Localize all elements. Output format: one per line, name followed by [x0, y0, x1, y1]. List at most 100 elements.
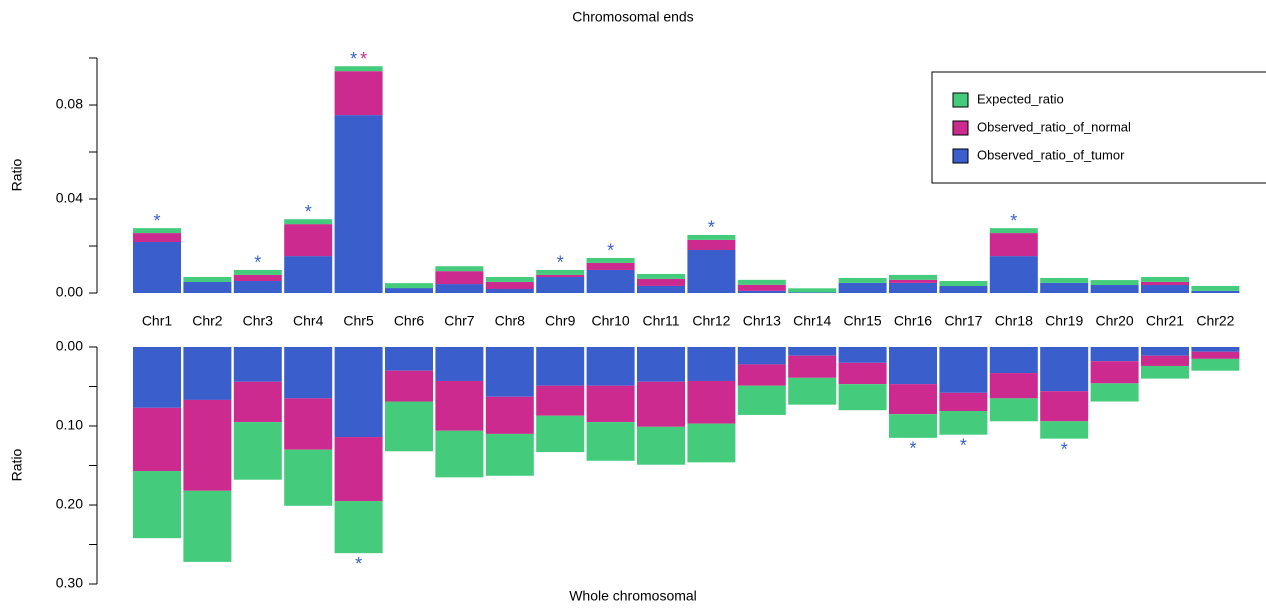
bar-segment: [737, 385, 786, 415]
x-tick-label: Chr14: [793, 313, 831, 329]
bar-segment: [687, 423, 736, 463]
x-tick-label: Chr1: [142, 313, 173, 329]
bar-segment: [1040, 282, 1089, 293]
bar-segment: [989, 373, 1038, 399]
y-tick-label: 0.04: [56, 190, 83, 206]
y-tick-label: 0.00: [56, 284, 83, 300]
bar-segment: [233, 269, 282, 275]
bar-segment: [1191, 290, 1240, 293]
bar-segment: [637, 381, 685, 427]
x-tick-label: Chr5: [343, 313, 374, 329]
chart-title: Chromosomal ends: [572, 9, 693, 25]
bar-segment: [939, 410, 988, 435]
bar-segment: [385, 401, 433, 452]
bar-segment: [1141, 277, 1189, 282]
y-tick-label: 0.00: [56, 338, 83, 354]
bar-segment: [284, 219, 333, 225]
bar-segment: [989, 256, 1038, 293]
bar-segment: [889, 282, 937, 293]
legend-swatch: [952, 148, 969, 164]
bar-segment: [334, 437, 383, 502]
x-tick-label: Chr11: [642, 313, 679, 329]
bar-segment: [485, 396, 534, 434]
y-axis-label: Ratio: [9, 158, 25, 191]
bar-segment: [183, 281, 232, 293]
x-tick-label: Chr13: [743, 313, 781, 329]
bar-segment: [233, 347, 282, 382]
bar-segment: [485, 347, 534, 397]
x-tick-label: Chr17: [944, 313, 982, 329]
significance-marker: *: [557, 253, 564, 273]
significance-marker: *: [350, 49, 357, 69]
bar-segment: [989, 233, 1038, 257]
y-tick-label: 0.08: [56, 96, 83, 112]
x-tick-label: Chr9: [545, 313, 576, 329]
bar-segment: [334, 71, 383, 116]
bar-segment: [133, 407, 181, 472]
legend-box: [931, 71, 1266, 184]
bar-segment: [1040, 347, 1089, 392]
legend-label: Observed_ratio_of_normal: [977, 119, 1131, 134]
bar-segment: [586, 257, 635, 263]
bar-segment: [788, 292, 837, 293]
y-tick-label: 0.10: [56, 417, 83, 433]
bar-segment: [838, 277, 887, 283]
x-tick-label: Chr16: [894, 313, 932, 329]
significance-marker: *: [254, 253, 261, 273]
chart-title: Whole chromosomal: [569, 588, 697, 604]
bar-segment: [1090, 361, 1139, 384]
bar-segment: [989, 347, 1038, 374]
x-tick-label: Chr20: [1096, 313, 1134, 329]
bar-segment: [1191, 285, 1240, 291]
x-tick-label: Chr3: [243, 313, 274, 329]
bar-segment: [435, 266, 484, 272]
bar-segment: [737, 290, 786, 293]
bar-segment: [183, 277, 232, 282]
bar-segment: [233, 274, 282, 282]
bar-segment: [1141, 347, 1189, 356]
significance-marker: *: [153, 211, 160, 231]
bar-segment: [1141, 355, 1189, 366]
bar-segment: [1141, 365, 1189, 379]
bar-segment: [637, 426, 685, 465]
legend-label: Expected_ratio: [977, 91, 1064, 106]
y-axis-label: Ratio: [9, 448, 25, 481]
legend-label: Observed_ratio_of_tumor: [977, 147, 1125, 162]
bar-segment: [989, 398, 1038, 422]
bar-segment: [939, 285, 988, 293]
bar-segment: [1040, 277, 1089, 283]
bar-segment: [1141, 285, 1189, 293]
legend-swatch: [952, 92, 969, 108]
x-tick-label: Chr8: [495, 313, 526, 329]
bar-segment: [737, 347, 786, 365]
bar-segment: [838, 282, 887, 293]
significance-marker: *: [909, 439, 916, 459]
bar-segment: [889, 279, 937, 283]
bar-segment: [485, 433, 534, 476]
bar-segment: [889, 274, 937, 280]
x-tick-label: Chr15: [844, 313, 882, 329]
bar-segment: [435, 380, 484, 431]
bar-segment: [536, 415, 585, 453]
significance-marker: *: [708, 218, 715, 238]
bar-segment: [284, 398, 333, 450]
x-tick-label: Chr12: [692, 313, 730, 329]
bar-segment: [385, 283, 433, 289]
bar-segment: [536, 385, 585, 416]
bar-segment: [788, 347, 837, 356]
bar-segment: [1090, 383, 1139, 402]
bar-segment: [133, 242, 181, 293]
bar-segment: [687, 249, 736, 293]
bar-segment: [838, 362, 887, 385]
significance-marker: *: [607, 241, 614, 261]
bar-segment: [334, 347, 383, 438]
bar-segment: [889, 347, 937, 385]
bar-segment: [788, 377, 837, 405]
bar-segment: [485, 277, 534, 282]
bar-segment: [687, 239, 736, 250]
x-tick-label: Chr10: [592, 313, 630, 329]
bar-segment: [133, 228, 181, 234]
bar-segment: [334, 501, 383, 554]
